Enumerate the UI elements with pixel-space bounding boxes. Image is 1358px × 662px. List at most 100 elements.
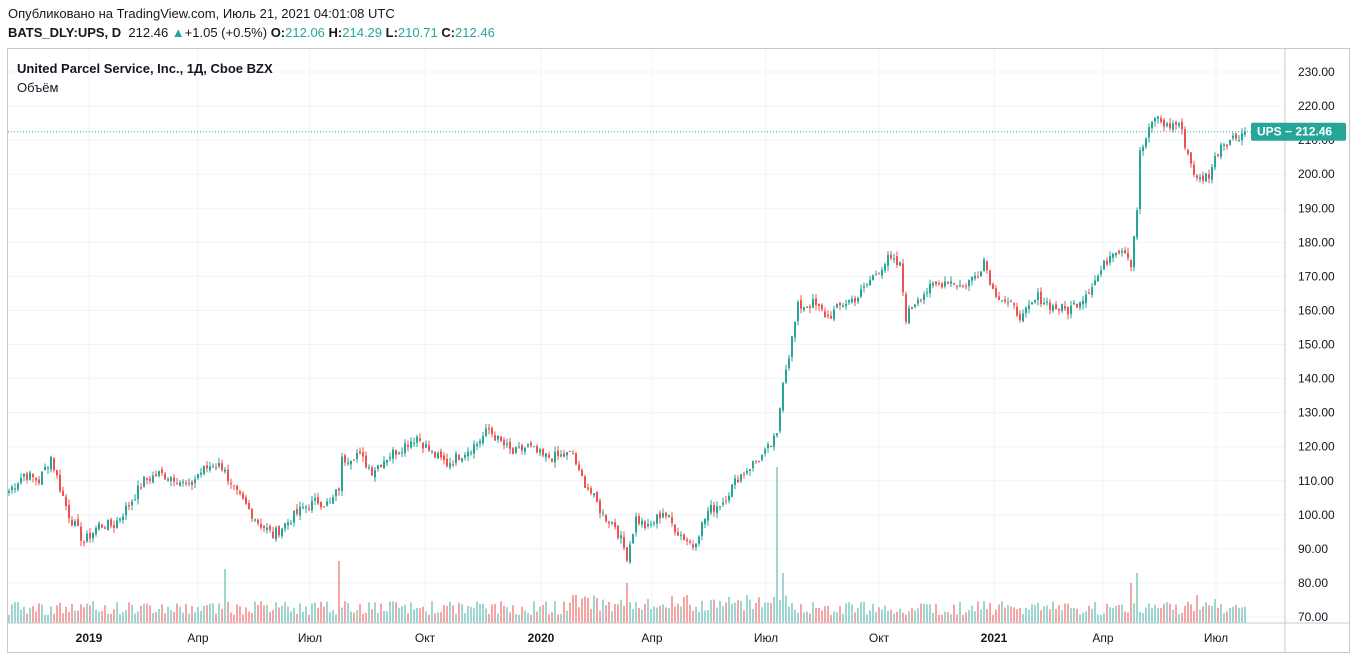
- candle-body: [188, 482, 190, 484]
- candle-body: [596, 491, 598, 503]
- candle-body: [1124, 250, 1126, 254]
- volume-bar: [386, 611, 388, 623]
- candle-body: [362, 452, 364, 457]
- candle-body: [17, 483, 19, 490]
- volume-bar: [20, 609, 22, 623]
- chart-frame[interactable]: [7, 48, 1350, 653]
- volume-bar: [527, 612, 529, 623]
- volume-bar: [188, 613, 190, 623]
- candle-body: [848, 300, 850, 303]
- candle-body: [587, 487, 589, 489]
- candle-body: [686, 539, 688, 542]
- volume-bar: [656, 607, 658, 623]
- candle-body: [23, 473, 25, 477]
- candle-body: [824, 311, 826, 317]
- candle-body: [422, 442, 424, 449]
- volume-bar: [887, 610, 889, 623]
- volume-bar: [215, 613, 217, 623]
- volume-bar: [191, 606, 193, 623]
- volume-bar: [1130, 583, 1132, 623]
- volume-bar: [860, 601, 862, 623]
- symbol-label[interactable]: BATS_DLY:UPS, D: [8, 25, 122, 40]
- volume-bar: [869, 610, 871, 623]
- volume-bar: [116, 602, 118, 623]
- volume-bar: [686, 595, 688, 623]
- candle-body: [146, 478, 148, 480]
- volume-bar: [452, 605, 454, 623]
- candle-body: [947, 281, 949, 284]
- candle-body: [365, 455, 367, 468]
- volume-bar: [848, 602, 850, 623]
- candle-body: [1190, 152, 1192, 164]
- volume-bar: [746, 594, 748, 623]
- candle-body: [185, 482, 187, 484]
- candle-body: [494, 435, 496, 441]
- volume-bar: [872, 603, 874, 623]
- volume-bar: [347, 603, 349, 623]
- volume-indicator-label[interactable]: Объём: [17, 80, 59, 95]
- candle-body: [1103, 260, 1105, 270]
- volume-bar: [653, 606, 655, 623]
- volume-bar: [1220, 604, 1222, 623]
- volume-bar: [140, 605, 142, 623]
- volume-bar: [1136, 573, 1138, 623]
- candle-body: [110, 519, 112, 526]
- volume-bar: [776, 467, 778, 623]
- candle-body: [620, 535, 622, 539]
- volume-bar: [131, 604, 133, 623]
- volume-bar: [956, 614, 958, 623]
- candle-body: [650, 523, 652, 525]
- candle-body: [29, 472, 31, 481]
- candle-body: [1088, 293, 1090, 295]
- candle-body: [998, 296, 1000, 300]
- candle-body: [230, 483, 232, 485]
- candle-body: [926, 292, 928, 294]
- volume-bar: [1055, 608, 1057, 623]
- volume-bar: [794, 609, 796, 623]
- volume-bar: [56, 605, 58, 623]
- volume-bar: [35, 611, 37, 623]
- candle-body: [1217, 154, 1219, 156]
- candle-body: [1067, 306, 1069, 315]
- high-value: 214.29: [342, 25, 383, 40]
- candle-body: [32, 473, 34, 478]
- candle-body: [254, 519, 256, 521]
- volume-bar: [992, 614, 994, 623]
- candle-body: [341, 456, 343, 492]
- volume-bar: [875, 612, 877, 623]
- volume-bar: [665, 607, 667, 623]
- candle-body: [38, 479, 40, 484]
- volume-bar: [641, 609, 643, 623]
- volume-bar: [71, 603, 73, 623]
- candle-body: [554, 451, 556, 463]
- candle-body: [962, 285, 964, 287]
- candle-body: [212, 466, 214, 468]
- candle-body: [740, 474, 742, 482]
- candle-body: [680, 534, 682, 536]
- candle-body: [338, 488, 340, 491]
- candle-body: [974, 275, 976, 279]
- volume-bar: [449, 601, 451, 623]
- candle-body: [383, 461, 385, 469]
- volume-bar: [1121, 604, 1123, 623]
- candle-body: [872, 275, 874, 281]
- candle-body: [542, 448, 544, 456]
- candle-body: [533, 446, 535, 448]
- volume-bar: [335, 614, 337, 623]
- candle-body: [164, 473, 166, 480]
- volume-bar: [1235, 604, 1237, 623]
- volume-bar: [545, 601, 547, 623]
- candle-body: [398, 452, 400, 454]
- volume-bar: [1013, 607, 1015, 623]
- candle-body: [35, 478, 37, 481]
- candle-body: [1166, 123, 1168, 126]
- candle-body: [317, 496, 319, 504]
- volume-bar: [326, 601, 328, 623]
- candle-body: [935, 281, 937, 284]
- volume-bar: [1025, 607, 1027, 623]
- candle-body: [1160, 118, 1162, 122]
- volume-bar: [8, 614, 10, 623]
- candle-body: [1127, 252, 1129, 258]
- volume-bar: [839, 605, 841, 623]
